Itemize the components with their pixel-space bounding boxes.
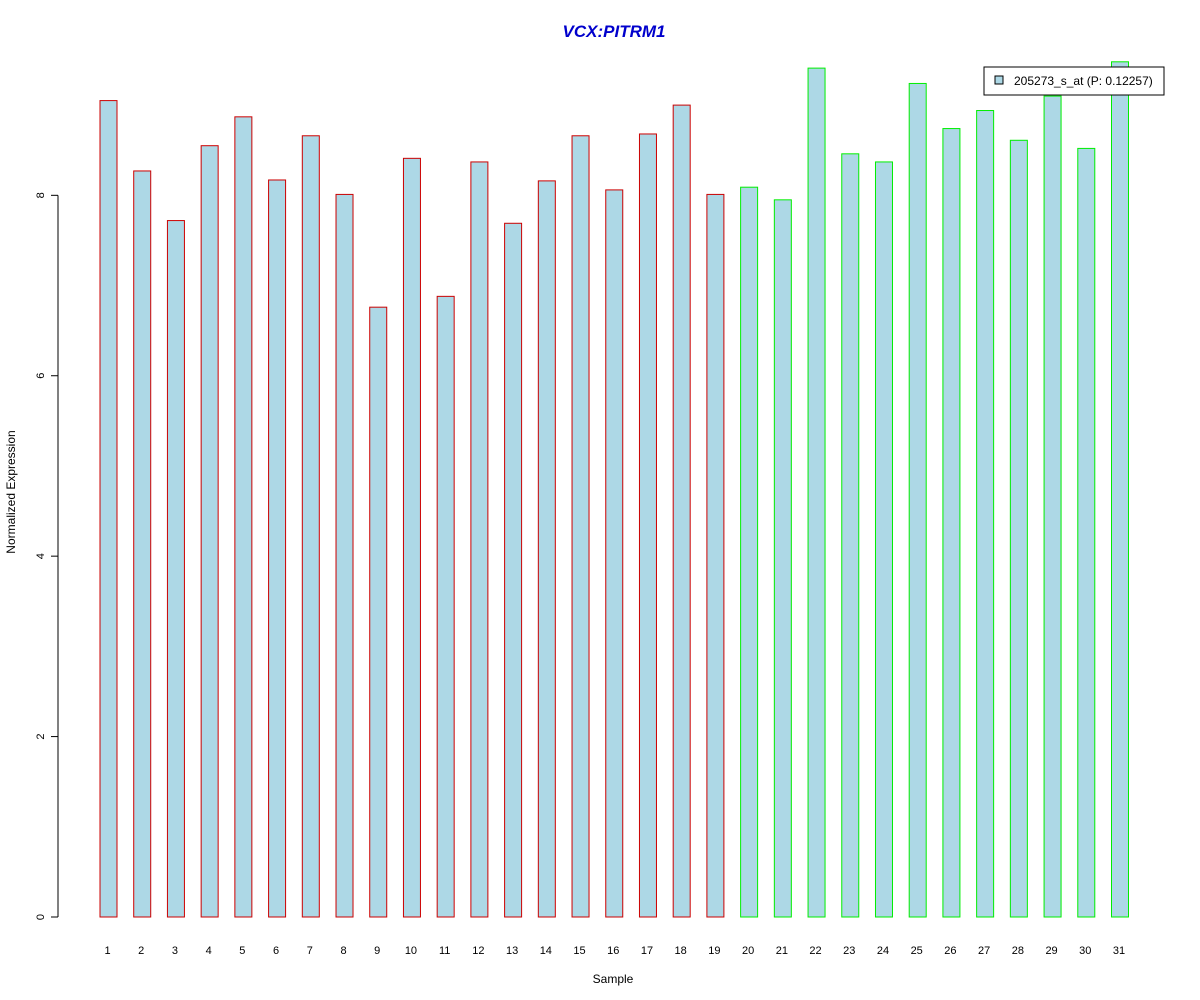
bar-sample-17 [638, 133, 657, 918]
x-tick-label: 7 [307, 945, 313, 957]
y-axis-label: Normalized Expression [4, 430, 18, 553]
x-tick-label: 27 [978, 945, 990, 957]
bar-sample-15 [571, 135, 590, 918]
x-tick-label: 17 [641, 945, 653, 957]
bar-sample-11 [436, 295, 455, 918]
x-tick-label: 5 [239, 945, 245, 957]
bar-sample-5 [234, 116, 253, 918]
x-tick-label: 26 [944, 945, 956, 957]
x-tick-label: 22 [809, 945, 821, 957]
x-tick-label: 14 [540, 945, 552, 957]
legend-label: 205273_s_at (P: 0.12257) [1014, 74, 1153, 88]
bar-sample-25 [908, 82, 927, 918]
x-tick-label: 18 [675, 945, 687, 957]
bar-sample-12 [470, 161, 489, 918]
x-tick-label: 10 [405, 945, 417, 957]
x-tick-label: 15 [573, 945, 585, 957]
x-tick-label: 6 [273, 945, 279, 957]
y-tick-label: 6 [35, 373, 47, 379]
x-tick-label: 30 [1079, 945, 1091, 957]
y-tick-label: 8 [35, 192, 47, 198]
bar-sample-24 [874, 161, 893, 918]
bar-sample-26 [942, 128, 961, 918]
bar-sample-29 [1043, 95, 1062, 918]
y-axis: 0 2 4 6 8 [35, 192, 59, 920]
y-tick-label: 4 [35, 553, 47, 559]
x-tick-label: 4 [206, 945, 212, 957]
x-tick-label: 8 [340, 945, 346, 957]
x-tick-label: 12 [472, 945, 484, 957]
x-tick-label: 31 [1113, 945, 1125, 957]
bar-sample-18 [672, 104, 691, 918]
legend: 205273_s_at (P: 0.12257) [983, 66, 1165, 96]
bar-sample-27 [976, 110, 995, 918]
x-tick-label: 2 [138, 945, 144, 957]
bar-sample-16 [605, 189, 624, 918]
bar-sample-7 [301, 135, 320, 918]
bar-sample-8 [335, 193, 354, 918]
bar-sample-23 [841, 153, 860, 918]
bar-sample-28 [1009, 139, 1028, 918]
bar-sample-31 [1111, 61, 1129, 918]
bar-sample-14 [537, 180, 556, 918]
bar-sample-19 [706, 193, 725, 918]
bar-sample-20 [740, 186, 759, 918]
x-tick-label: 23 [843, 945, 855, 957]
x-axis-label: Sample [593, 972, 634, 986]
chart-title: VCX:PITRM1 [563, 22, 666, 41]
x-tick-label: 21 [776, 945, 788, 957]
bars-group [99, 61, 1129, 918]
bar-sample-2 [133, 170, 152, 918]
x-tick-label: 28 [1012, 945, 1024, 957]
x-tick-label: 11 [439, 945, 450, 957]
legend-box [983, 66, 1165, 96]
x-tick-label: 13 [506, 945, 518, 957]
x-tick-label: 16 [607, 945, 619, 957]
x-tick-label: 29 [1045, 945, 1057, 957]
x-tick-label: 25 [911, 945, 923, 957]
bar-sample-6 [268, 179, 287, 918]
bar-sample-22 [807, 67, 826, 918]
y-tick-label: 2 [35, 734, 47, 740]
bar-sample-3 [166, 220, 185, 918]
bar-sample-13 [504, 222, 523, 918]
bar-sample-30 [1077, 147, 1096, 918]
y-tick-label: 0 [35, 914, 47, 920]
x-tick-label: 24 [877, 945, 889, 957]
bar-sample-9 [369, 306, 388, 918]
x-tick-label: 20 [742, 945, 754, 957]
x-tick-label: 3 [172, 945, 178, 957]
bar-sample-10 [402, 157, 421, 918]
legend-swatch [994, 75, 1004, 85]
x-tick-label: 9 [374, 945, 380, 957]
x-tick-labels: 1 2 3 4 5 6 7 8 9 10 11 12 13 14 15 16 17 18 19 20 21 22 23 24 2… [104, 945, 1125, 957]
bar-sample-21 [773, 199, 792, 918]
bar-sample-4 [200, 145, 219, 918]
bar-sample-1 [99, 100, 118, 918]
x-tick-label: 1 [104, 945, 110, 957]
x-tick-label: 19 [708, 945, 720, 957]
